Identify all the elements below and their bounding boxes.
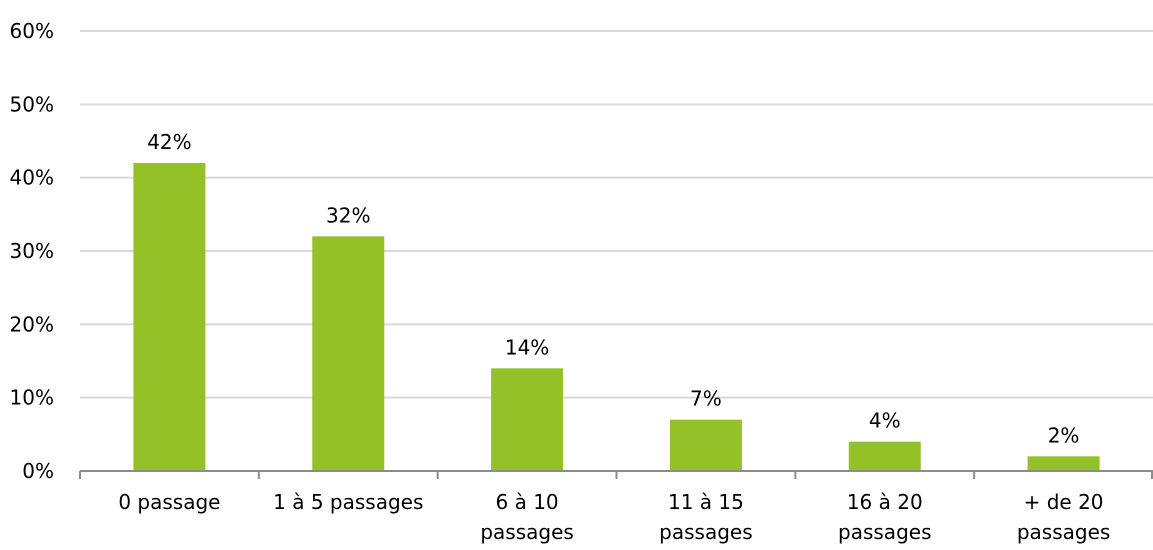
bar <box>669 419 742 471</box>
data-label: 14% <box>505 335 549 359</box>
data-labels: 42% 32% 14% 7% 4% 2% <box>147 130 1079 447</box>
data-label: 7% <box>690 387 722 411</box>
bar <box>1027 456 1100 471</box>
x-category-label-line: 0 passage <box>118 490 220 514</box>
x-category-label-line: passages <box>1017 520 1110 544</box>
bar <box>133 163 206 471</box>
category-labels: 0 passage 1 à 5 passages 6 à 10 passages11 … <box>118 490 1110 544</box>
y-tick-label: 10% <box>10 386 54 410</box>
x-category-label-line: passages <box>480 520 573 544</box>
x-category-label-line: 1 à 5 passages <box>273 490 423 514</box>
x-category-label: 1 à 5 passages <box>273 490 423 514</box>
y-tick-label: 40% <box>10 166 54 190</box>
y-tick-label: 0% <box>22 459 54 483</box>
y-tick-label: 60% <box>10 19 54 43</box>
x-category-label: + de 20 passages <box>1017 490 1110 544</box>
x-category-label: 16 à 20 passages <box>838 490 931 544</box>
bar <box>312 236 385 471</box>
x-axis <box>79 470 1153 479</box>
y-axis-ticks: 0% 10% 20% 30% 40% 50% 60% <box>10 19 54 483</box>
bar <box>491 368 564 471</box>
x-category-label-line: passages <box>659 520 752 544</box>
x-category-label-line: 16 à 20 <box>847 490 923 514</box>
data-label: 4% <box>869 409 901 433</box>
x-category-label: 0 passage <box>118 490 220 514</box>
x-category-label: 11 à 15 passages <box>659 490 752 544</box>
y-tick-label: 30% <box>10 239 54 263</box>
data-label: 42% <box>147 130 191 154</box>
bar <box>848 441 921 471</box>
x-category-label: 6 à 10 passages <box>480 490 573 544</box>
x-category-label-line: + de 20 <box>1024 490 1104 514</box>
data-label: 32% <box>326 203 370 227</box>
gridlines <box>80 30 1153 399</box>
y-tick-label: 20% <box>10 312 54 336</box>
bars <box>133 163 1100 471</box>
x-category-label-line: 6 à 10 <box>496 490 559 514</box>
x-category-label-line: 11 à 15 <box>668 490 744 514</box>
y-tick-label: 50% <box>10 92 54 116</box>
x-category-label-line: passages <box>838 520 931 544</box>
data-label: 2% <box>1048 423 1080 447</box>
